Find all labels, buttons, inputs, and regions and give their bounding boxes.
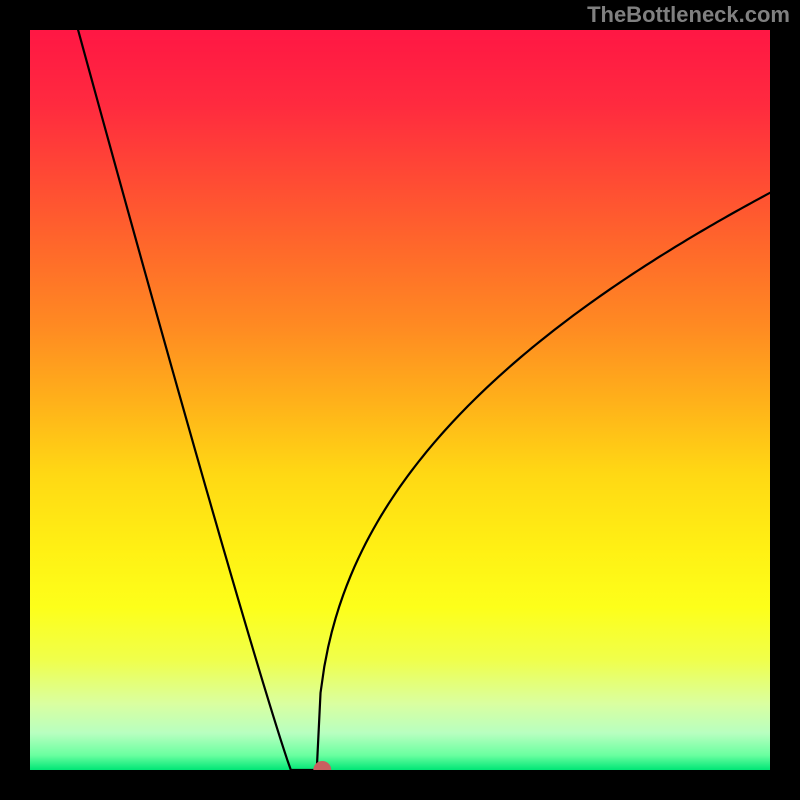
watermark-label: TheBottleneck.com: [587, 2, 790, 28]
chart-container: TheBottleneck.com: [0, 0, 800, 800]
plot-area: [30, 30, 770, 770]
chart-svg: [30, 30, 770, 770]
gradient-background: [30, 30, 770, 770]
